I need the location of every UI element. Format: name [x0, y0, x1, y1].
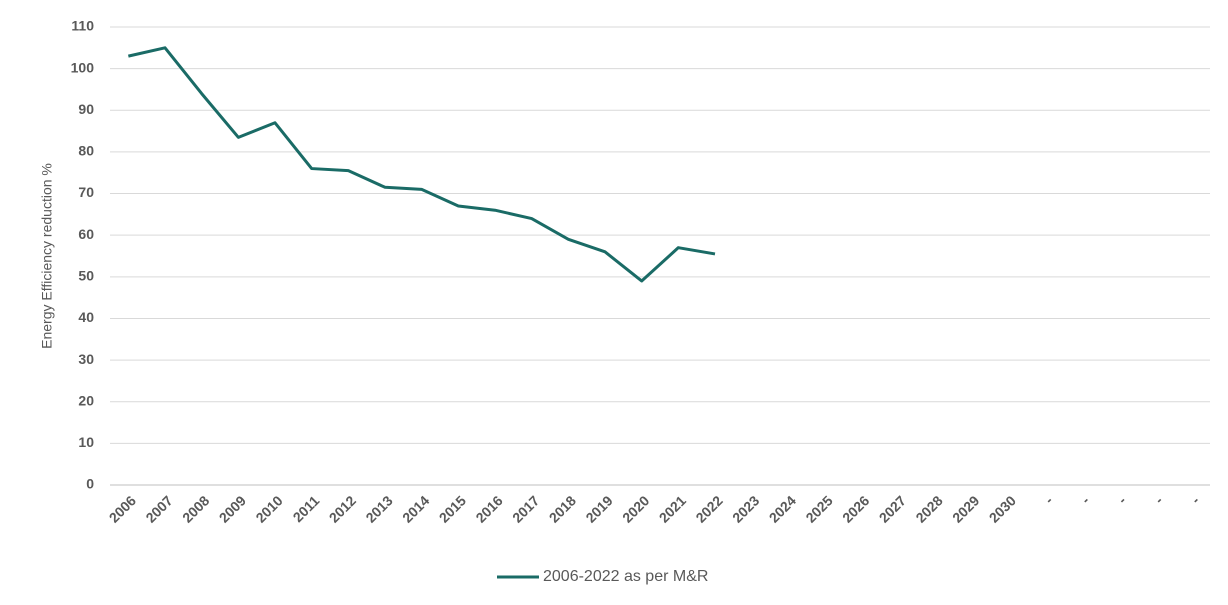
- x-tick-label: 2021: [656, 492, 689, 525]
- x-tick-label: 2020: [619, 492, 652, 525]
- x-tick-label: -: [1151, 492, 1166, 507]
- x-tick-label: 2017: [509, 492, 542, 525]
- series-line: [128, 46, 716, 283]
- x-tick-label: 2024: [766, 492, 799, 525]
- y-tick-label: 40: [78, 309, 94, 325]
- y-tick-label: 70: [78, 184, 94, 200]
- x-tick-label: 2022: [692, 492, 725, 525]
- x-tick-label: 2025: [802, 492, 835, 525]
- x-tick-label: 2011: [290, 492, 323, 525]
- x-tick-label: 2008: [179, 492, 212, 525]
- x-tick-label: 2019: [582, 492, 615, 525]
- x-tick-label: 2007: [142, 492, 175, 525]
- x-tick-label: 2018: [546, 492, 579, 525]
- x-tick-label: 2013: [362, 492, 395, 525]
- y-tick-label: 0: [86, 476, 94, 492]
- y-tick-label: 100: [71, 59, 95, 75]
- x-tick-label: -: [1114, 492, 1129, 507]
- x-tick-label: -: [1188, 492, 1203, 507]
- x-tick-label: 2015: [436, 492, 469, 525]
- x-tick-label: 2006: [106, 492, 139, 525]
- x-tick-label: 2026: [839, 492, 872, 525]
- x-tick-label: 2028: [912, 492, 945, 525]
- y-tick-label: 20: [78, 392, 94, 408]
- x-tick-label: 2016: [472, 492, 505, 525]
- x-tick-label: 2014: [399, 492, 432, 525]
- x-tick-label: 2029: [949, 492, 982, 525]
- y-axis-label: Energy Efficiency reduction %: [39, 163, 55, 349]
- legend-label: 2006-2022 as per M&R: [543, 568, 708, 585]
- y-tick-label: 30: [78, 351, 94, 367]
- x-tick-label: 2030: [986, 492, 1019, 525]
- y-tick-label: 80: [78, 143, 94, 159]
- x-tick-label: -: [1078, 492, 1093, 507]
- y-tick-label: 10: [78, 434, 94, 450]
- x-tick-label: -: [1041, 492, 1056, 507]
- x-tick-label: 2009: [216, 492, 249, 525]
- x-tick-label: 2023: [729, 492, 762, 525]
- y-tick-label: 50: [78, 268, 94, 284]
- y-tick-label: 110: [71, 18, 94, 34]
- x-tick-label: 2027: [876, 492, 909, 525]
- y-tick-label: 60: [78, 226, 94, 242]
- x-tick-label: 2010: [252, 492, 285, 525]
- y-tick-label: 90: [78, 101, 94, 117]
- x-tick-label: 2012: [326, 492, 359, 525]
